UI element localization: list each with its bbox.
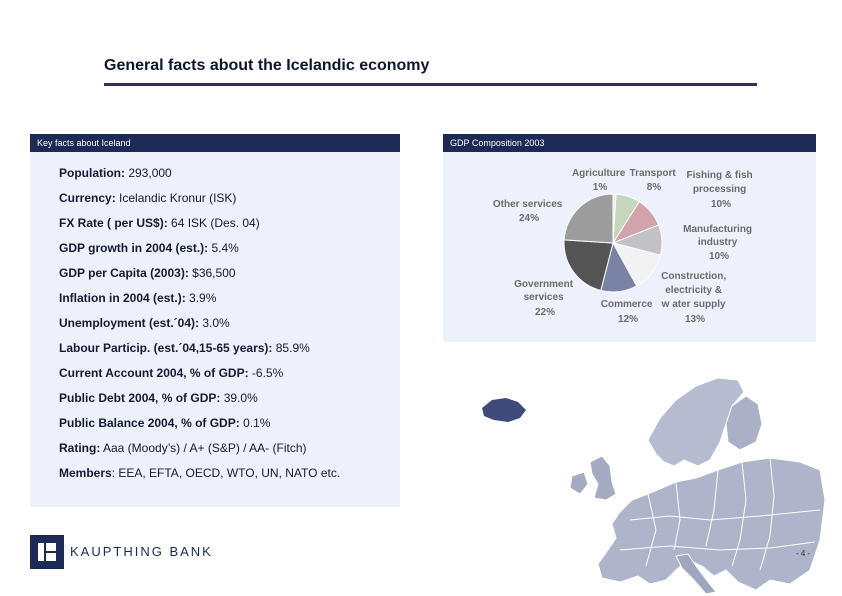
key-facts-panel bbox=[30, 152, 400, 507]
kaupthing-logo-icon bbox=[30, 535, 64, 569]
gdp-heading: GDP Composition 2003 bbox=[443, 134, 816, 152]
key-fact-label: Members bbox=[59, 466, 112, 480]
key-fact-label: Public Debt 2004, % of GDP: bbox=[59, 391, 221, 405]
key-fact-value: 85.9% bbox=[272, 341, 310, 355]
key-facts-heading: Key facts about Iceland bbox=[30, 134, 400, 152]
key-fact-value: : EEA, EFTA, OECD, WTO, UN, NATO etc. bbox=[111, 466, 341, 480]
title-rule bbox=[104, 83, 757, 86]
key-fact-label: Inflation in 2004 (est.): bbox=[59, 291, 186, 305]
key-fact-value: $36,500 bbox=[188, 266, 236, 280]
key-fact-value: Aaa (Moody’s) / A+ (S&P) / AA- (Fitch) bbox=[100, 441, 307, 455]
mainland-shape bbox=[597, 457, 825, 591]
pie-label-government: Government services 22% bbox=[514, 279, 576, 318]
uk-shape bbox=[589, 455, 617, 501]
key-fact-item: Public Debt 2004, % of GDP: 39.0% bbox=[59, 391, 340, 416]
key-fact-item: FX Rate ( per US$): 64 ISK (Des. 04) bbox=[59, 216, 340, 241]
iceland-shape bbox=[482, 398, 526, 422]
europe-map-image bbox=[482, 377, 825, 595]
key-fact-label: Rating: bbox=[59, 441, 101, 455]
key-fact-label: Current Account 2004, % of GDP: bbox=[59, 366, 249, 380]
key-fact-value: -6.5% bbox=[248, 366, 284, 380]
pie-label-agriculture: Agriculture 1% bbox=[572, 168, 628, 193]
key-fact-value: 293,000 bbox=[125, 166, 172, 180]
gdp-pie-chart: Agriculture 1% Transport 8% Fishing & fi… bbox=[493, 168, 756, 325]
key-fact-label: GDP growth in 2004 (est.): bbox=[59, 241, 209, 255]
key-fact-label: Currency: bbox=[59, 191, 116, 205]
key-fact-item: Current Account 2004, % of GDP: -6.5% bbox=[59, 366, 340, 391]
key-fact-label: Labour Particip. (est.´04,15-65 years): bbox=[59, 341, 273, 355]
key-fact-item: GDP growth in 2004 (est.): 5.4% bbox=[59, 241, 340, 266]
pie-label-commerce: Commerce 12% bbox=[601, 299, 655, 325]
key-fact-item: Public Balance 2004, % of GDP: 0.1% bbox=[59, 416, 340, 441]
page-number: - 4 - bbox=[796, 549, 811, 558]
key-fact-item: Unemployment (est.´04): 3.0% bbox=[59, 316, 340, 341]
key-fact-item: Currency: Icelandic Kronur (ISK) bbox=[59, 191, 340, 216]
country-borders bbox=[619, 457, 821, 571]
pie-label-construction: Construction, electricity & w ater suppl… bbox=[661, 271, 729, 325]
key-fact-value: 0.1% bbox=[239, 416, 271, 430]
pie-label-manufacturing: Manufacturing industry 10% bbox=[683, 224, 755, 262]
italy-shape bbox=[675, 553, 717, 595]
key-fact-label: FX Rate ( per US$): bbox=[59, 216, 168, 230]
key-fact-label: Population: bbox=[59, 166, 125, 180]
pie-label-transport: Transport 8% bbox=[630, 168, 679, 193]
key-fact-label: Public Balance 2004, % of GDP: bbox=[59, 416, 240, 430]
pie-label-fishing: Fishing & fish processing 10% bbox=[687, 170, 756, 210]
key-fact-label: GDP per Capita (2003): bbox=[59, 266, 189, 280]
key-fact-item: Rating: Aaa (Moody’s) / A+ (S&P) / AA- (… bbox=[59, 441, 340, 466]
key-fact-item: GDP per Capita (2003): $36,500 bbox=[59, 266, 340, 291]
key-facts-list: Population: 293,000 Currency: Icelandic K… bbox=[59, 166, 340, 491]
key-fact-item: Inflation in 2004 (est.): 3.9% bbox=[59, 291, 340, 316]
key-fact-value: 3.9% bbox=[185, 291, 217, 305]
finland-shape bbox=[725, 395, 763, 451]
key-fact-item: Labour Particip. (est.´04,15-65 years): … bbox=[59, 341, 340, 366]
key-fact-value: 5.4% bbox=[208, 241, 239, 255]
pie-slice-other bbox=[563, 193, 614, 244]
ireland-shape bbox=[569, 471, 589, 495]
key-fact-value: 39.0% bbox=[220, 391, 258, 405]
key-fact-item: Members: EEA, EFTA, OECD, WTO, UN, NATO … bbox=[59, 466, 340, 491]
key-fact-value: 64 ISK (Des. 04) bbox=[167, 216, 260, 230]
pie-label-other: Other services 24% bbox=[493, 199, 565, 224]
brand-name: KAUPTHING BANK bbox=[70, 544, 213, 559]
pie-slice-government bbox=[563, 239, 614, 292]
key-fact-value: 3.0% bbox=[199, 316, 230, 330]
key-fact-value: Icelandic Kronur (ISK) bbox=[115, 191, 237, 205]
page-title: General facts about the Icelandic econom… bbox=[104, 57, 430, 74]
key-fact-label: Unemployment (est.´04): bbox=[59, 316, 200, 330]
key-fact-item: Population: 293,000 bbox=[59, 166, 340, 191]
